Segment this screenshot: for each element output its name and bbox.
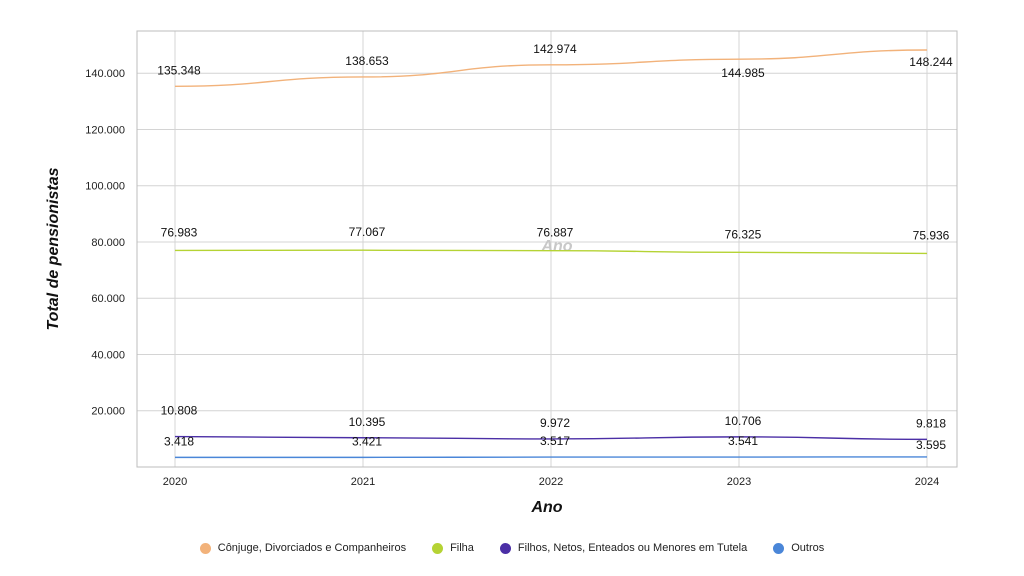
x-tick-label: 2022 (539, 476, 563, 488)
legend-label: Filha (450, 542, 474, 554)
data-label: 9.972 (540, 416, 570, 430)
y-tick-label: 140.000 (85, 68, 125, 80)
y-tick-label: 20.000 (91, 406, 125, 418)
data-label: 3.595 (916, 438, 946, 452)
x-tick-label: 2023 (727, 476, 751, 488)
data-label: 10.808 (161, 404, 198, 418)
legend-marker (499, 542, 511, 554)
y-tick-label: 60.000 (91, 293, 125, 305)
data-label: 142.974 (533, 42, 577, 56)
y-tick-label: 80.000 (91, 237, 125, 249)
gridlines (137, 31, 957, 467)
chart-watermark: Ano (540, 238, 572, 255)
series-lines (174, 49, 928, 459)
series-line (174, 249, 928, 255)
series-line (174, 435, 928, 441)
legend-label: Filhos, Netos, Enteados ou Menores em Tu… (517, 542, 748, 554)
y-tick-label: 100.000 (85, 181, 125, 193)
data-label: 10.395 (349, 415, 386, 429)
x-axis-title: Ano (530, 499, 562, 516)
legend-marker (432, 542, 444, 554)
legend-label: Cônjuge, Divorciados e Companheiros (217, 542, 407, 554)
x-tick-label: 2020 (163, 476, 187, 488)
y-axis-title: Total de pensionistas (45, 167, 62, 330)
legend-label: Outros (791, 542, 825, 554)
data-labels: 135.348 138.653 142.974 144.985 148.244 76.98… (157, 42, 953, 452)
data-label: 10.706 (725, 414, 762, 428)
data-label: 77.067 (349, 225, 386, 239)
data-label: 148.244 (909, 55, 953, 69)
data-label: 76.887 (537, 226, 574, 240)
data-label: 135.348 (157, 63, 201, 77)
legend-marker (199, 542, 211, 554)
data-label: 75.936 (913, 228, 950, 242)
x-tick-label: 2024 (915, 476, 939, 488)
data-label: 76.325 (725, 227, 762, 241)
x-tick-label: 2021 (351, 476, 375, 488)
legend-item: Outros (773, 542, 824, 554)
data-label: 76.983 (161, 225, 198, 239)
plot-frame (136, 30, 958, 468)
data-label: 9.818 (916, 416, 946, 430)
legend: Cônjuge, Divorciados e Companheiros Filha… (0, 538, 1024, 558)
y-axis-ticks: 20.000 40.000 60.000 80.000 100.000 120.000 14… (85, 68, 125, 418)
data-label: 138.653 (345, 54, 389, 68)
y-tick-label: 120.000 (85, 124, 125, 136)
legend-item: Filhos, Netos, Enteados ou Menores em Tu… (499, 542, 748, 554)
x-axis-ticks: 2020 2021 2022 2023 2024 (163, 476, 939, 488)
legend-item: Cônjuge, Divorciados e Companheiros (199, 542, 407, 554)
series-line (174, 49, 928, 87)
data-label: 3.418 (164, 434, 194, 448)
data-label: 3.421 (352, 434, 382, 448)
legend-item: Filha (432, 542, 474, 554)
y-tick-label: 40.000 (91, 349, 125, 361)
data-label: 3.517 (540, 434, 570, 448)
data-label: 144.985 (721, 66, 765, 80)
legend-marker (773, 542, 785, 554)
data-label: 3.541 (728, 434, 758, 448)
